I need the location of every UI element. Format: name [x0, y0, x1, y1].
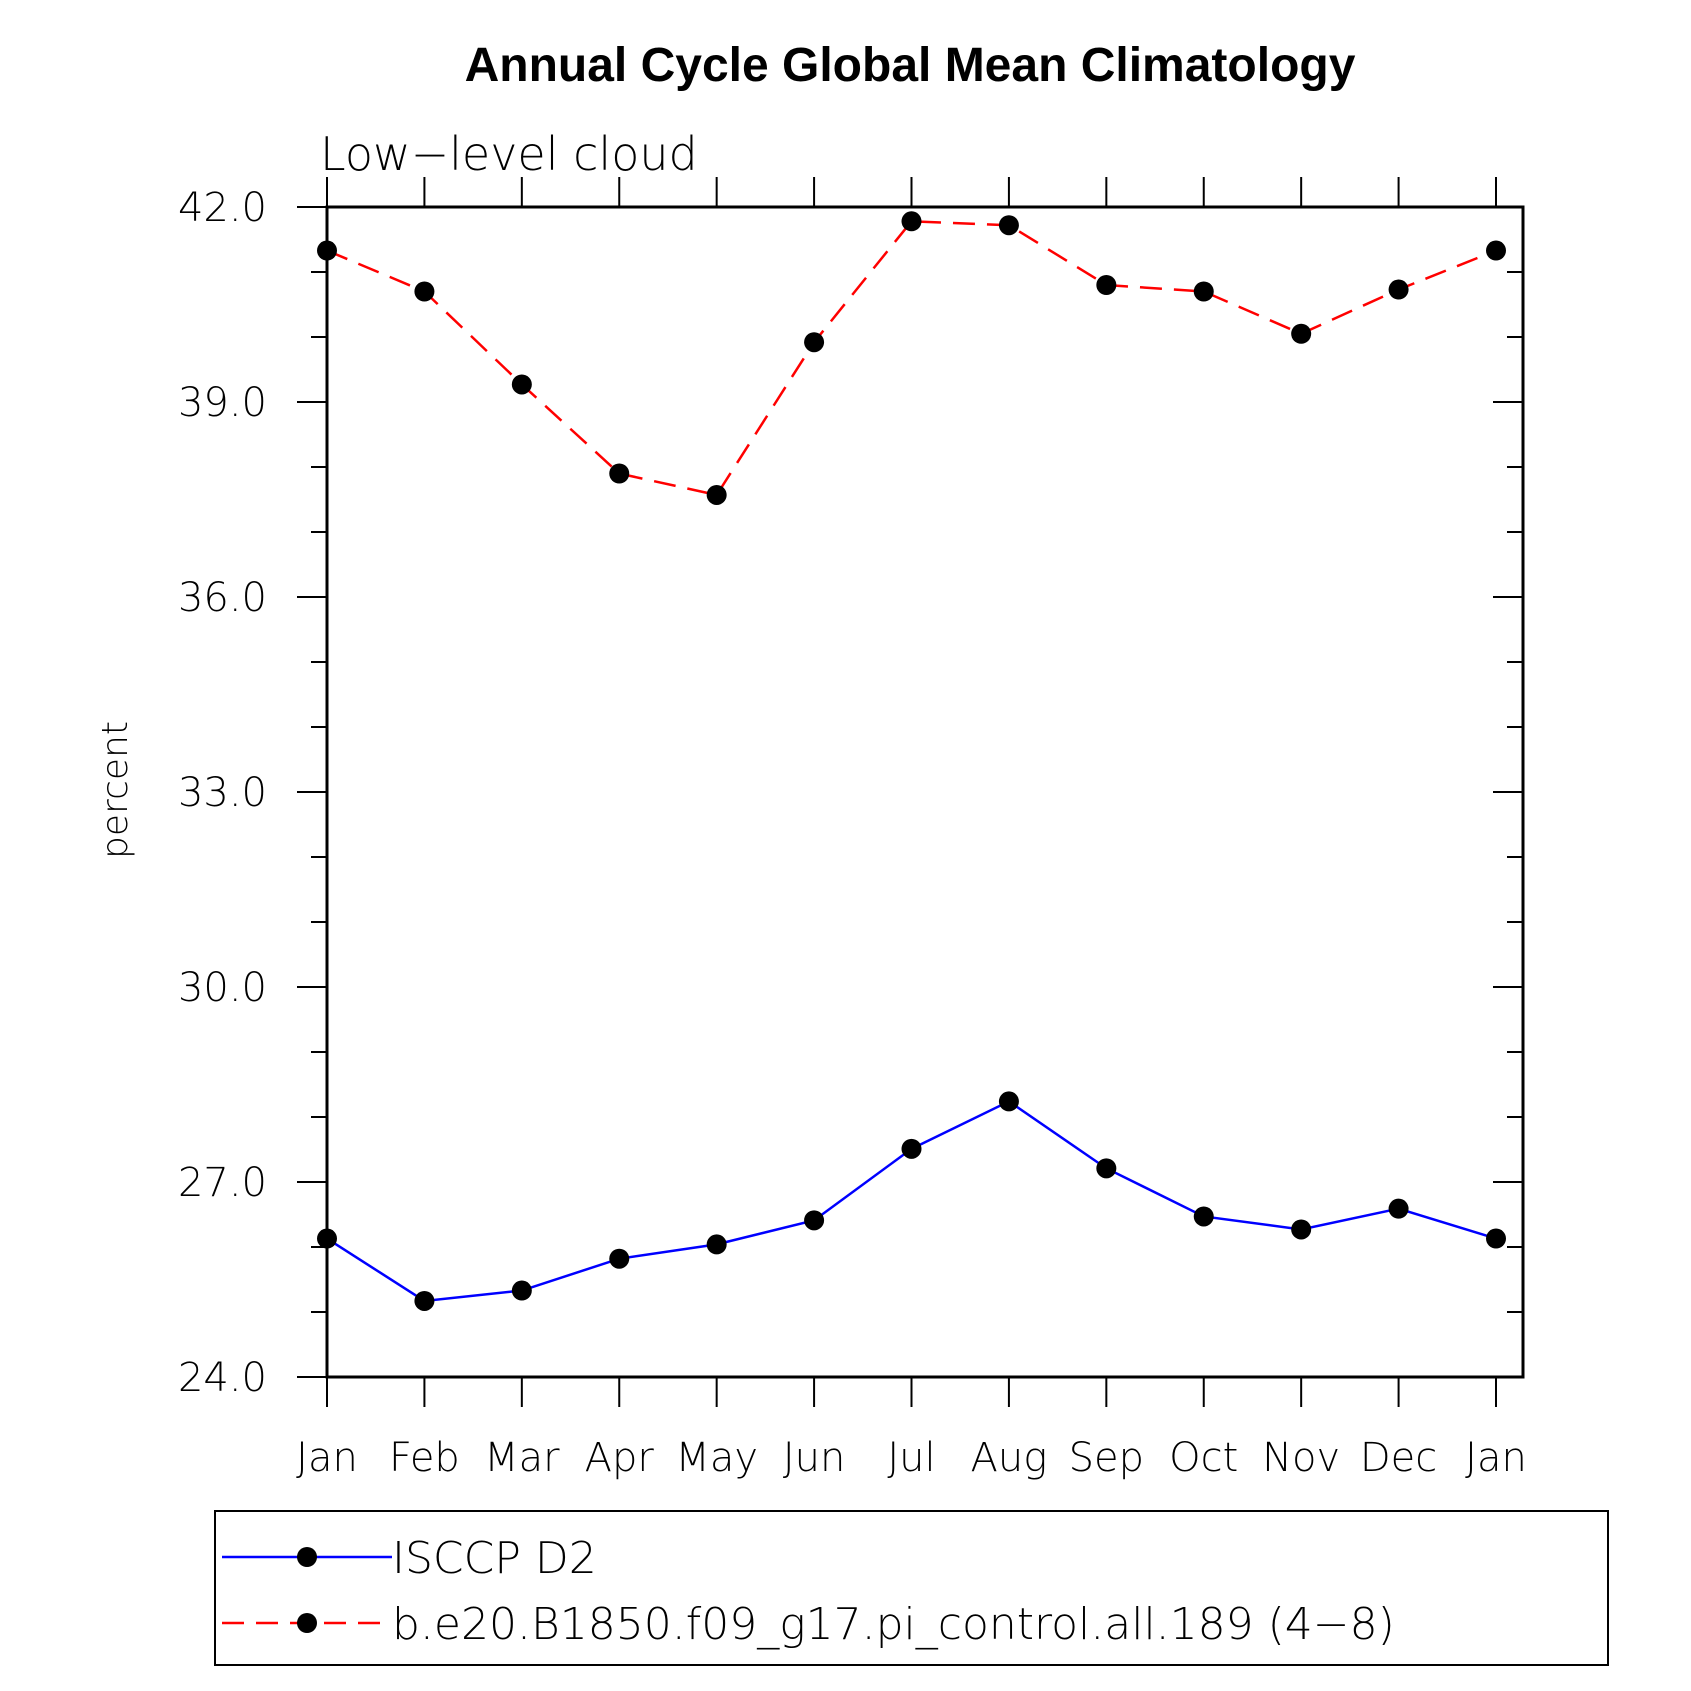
data-point [1096, 275, 1117, 295]
x-tick-label: May [675, 1435, 758, 1481]
data-point [609, 463, 630, 484]
legend-label: b.e20.B1850.f09_g17.pi_control.all.189 (… [392, 1599, 1395, 1650]
data-point [706, 484, 727, 505]
data-point [1291, 1219, 1312, 1240]
data-point [1291, 323, 1312, 344]
axis-ticks [297, 177, 1523, 1407]
legend-box [214, 1510, 1609, 1666]
data-point [1486, 240, 1506, 261]
series-2 [317, 211, 1506, 505]
series-group [317, 211, 1506, 1311]
x-tick-label: Mar [484, 1435, 560, 1481]
plot-frame [325, 205, 1525, 1379]
chart-subtitle: Low−level cloud [320, 127, 698, 181]
series-1 [317, 1091, 1506, 1311]
data-point [414, 1290, 435, 1311]
data-point [804, 1210, 825, 1231]
x-tick-label: Oct [1169, 1435, 1238, 1481]
y-tick-label: 30.0 [178, 965, 267, 1011]
y-tick-label: 33.0 [178, 770, 267, 816]
data-point [706, 1234, 727, 1255]
y-tick-label: 24.0 [178, 1355, 267, 1401]
data-point [1193, 1206, 1214, 1227]
data-point [804, 332, 825, 353]
data-point [901, 211, 922, 232]
data-point [998, 215, 1019, 236]
data-point [901, 1138, 922, 1159]
axis-tick-labels: 24.0 27.0 30.0 33.0 36.0 39.0 42.0 Jan Feb Mar Apr… [178, 185, 1527, 1481]
series-line [326, 1099, 1497, 1303]
data-point [414, 281, 435, 302]
x-tick-label: Aug [971, 1435, 1048, 1481]
data-point [511, 374, 532, 395]
x-tick-label: Sep [1069, 1435, 1144, 1481]
x-tick-label: Jan [296, 1435, 358, 1481]
y-axis-label: percent [95, 721, 136, 859]
x-tick-label: Dec [1360, 1435, 1437, 1481]
y-tick-label: 27.0 [178, 1160, 267, 1206]
y-tick-label: 36.0 [178, 575, 267, 621]
legend-label: ISCCP D2 [392, 1533, 597, 1584]
data-point [1388, 279, 1409, 300]
x-tick-label: Jan [1465, 1435, 1527, 1481]
x-tick-label: Jun [783, 1435, 846, 1481]
legend-marker [297, 1547, 317, 1567]
data-point [609, 1248, 630, 1269]
data-point [317, 1228, 337, 1249]
data-point [1096, 1158, 1117, 1179]
x-tick-label: Nov [1262, 1435, 1340, 1481]
data-point [1193, 281, 1214, 302]
legend-marker [297, 1613, 317, 1633]
chart-title: Annual Cycle Global Mean Climatology [465, 39, 1356, 92]
legend: ISCCP D2 b.e20.B1850.f09_g17.pi_control.a… [214, 1510, 1609, 1666]
data-point [317, 240, 337, 261]
data-point [1388, 1198, 1409, 1219]
data-point [998, 1091, 1019, 1112]
y-tick-label: 42.0 [178, 185, 267, 231]
x-tick-label: Apr [585, 1435, 655, 1481]
series-line [326, 220, 1497, 497]
x-tick-label: Feb [389, 1435, 460, 1481]
y-tick-label: 39.0 [178, 380, 267, 426]
data-point [1486, 1228, 1506, 1249]
x-tick-label: Jul [887, 1435, 935, 1481]
data-point [511, 1280, 532, 1301]
